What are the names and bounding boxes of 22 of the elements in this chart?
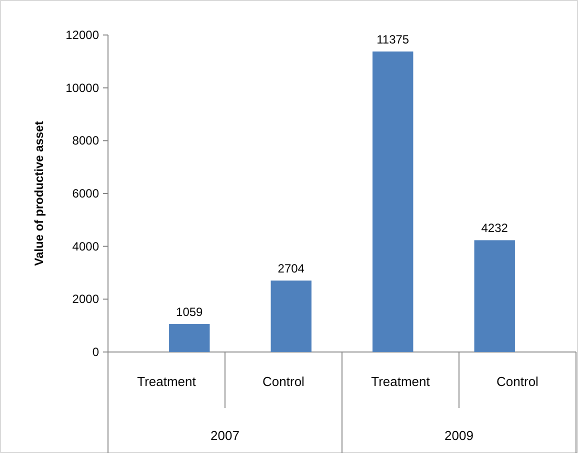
bar [372,52,414,352]
y-tick-label: 4000 [72,239,100,254]
data-label: 11375 [376,32,410,47]
data-label: 1059 [176,305,204,320]
x-tick-label: Treatment [371,374,430,389]
bar [169,324,210,352]
y-tick-label: 10000 [66,80,100,95]
data-label: 2704 [278,262,305,276]
y-axis-title: Value of productive asset [32,121,46,266]
y-tick-label: 6000 [72,186,100,200]
bar [474,240,515,352]
y-tick-label: 2000 [72,292,100,306]
bar [270,280,312,352]
y-tick-label: 12000 [66,28,100,42]
y-tick-label: 8000 [72,134,100,148]
data-label: 4232 [481,221,508,236]
text: 2009 [444,428,474,443]
x-tick-label: Control [496,374,539,389]
x-tick-label: Treatment [137,374,196,389]
y-tick-label: 0 [92,345,100,359]
text: 2007 [210,428,240,443]
x-tick-label: Control [262,374,305,389]
